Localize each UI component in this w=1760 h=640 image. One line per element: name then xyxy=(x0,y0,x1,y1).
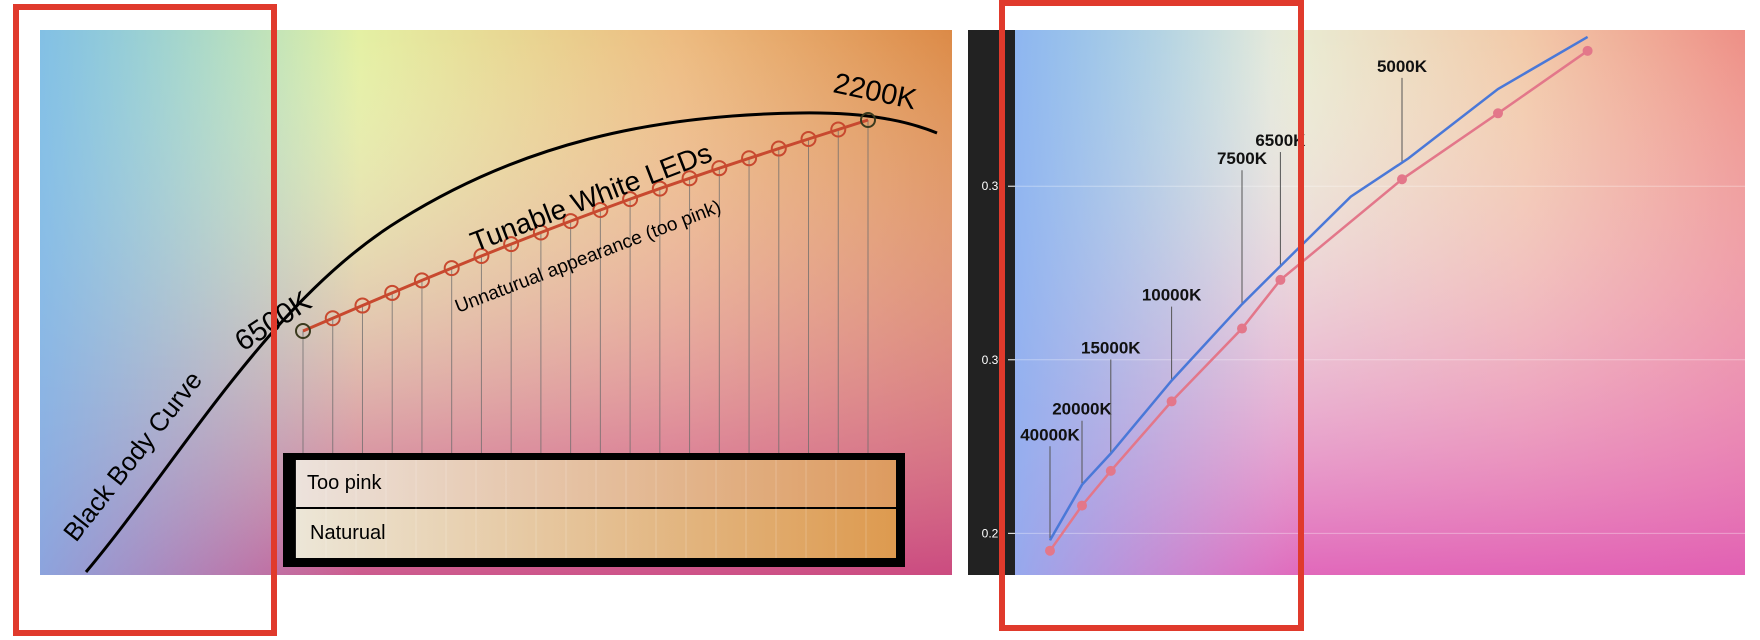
series-point xyxy=(1166,396,1177,407)
led-point xyxy=(651,180,668,197)
led-series-points xyxy=(295,112,876,339)
right-axis-strip xyxy=(968,30,1015,575)
led-point xyxy=(622,191,639,208)
blackbody-curve xyxy=(84,111,938,573)
led-point xyxy=(562,213,579,230)
led-point xyxy=(443,260,460,277)
swatch-too-pink xyxy=(296,460,896,507)
led-point xyxy=(354,297,371,314)
led-point xyxy=(592,201,609,218)
left-chart: Too pink Naturual Black Body Curve 6500K… xyxy=(40,30,952,575)
cct-label: 40000K xyxy=(1020,425,1080,444)
led-point xyxy=(413,272,430,289)
led-series-line xyxy=(302,118,869,333)
right-gridlines xyxy=(1015,185,1745,534)
led-point xyxy=(741,150,758,167)
cct-label: 20000K xyxy=(1052,400,1112,419)
series-point xyxy=(1582,45,1593,56)
series-point xyxy=(1237,323,1247,334)
series-point xyxy=(1493,108,1503,119)
series-point xyxy=(1045,545,1055,556)
right-plot-blue xyxy=(1015,30,1745,575)
led-point xyxy=(384,284,401,301)
led-drop-lines xyxy=(302,120,869,455)
highlight-box-left xyxy=(13,4,277,636)
led-point xyxy=(681,170,698,187)
swatch-legend: Too pink Naturual xyxy=(283,453,905,567)
led-point xyxy=(295,323,311,339)
series-point xyxy=(1275,274,1286,285)
cct-label: 5000K xyxy=(1377,57,1428,76)
led-point xyxy=(860,112,876,128)
swatch-grid xyxy=(295,460,867,558)
led-point xyxy=(711,160,728,177)
series-point xyxy=(1077,500,1087,511)
series-point xyxy=(1397,174,1407,185)
series-point xyxy=(1105,465,1116,476)
led-point xyxy=(800,130,817,147)
series-line xyxy=(1048,35,1589,541)
led-point xyxy=(532,224,549,241)
cct-label: 6500K xyxy=(1255,131,1306,150)
led-point xyxy=(324,310,341,327)
right-chart: 0.350.300.25 40000K20000K15000K10000K750… xyxy=(968,30,1745,575)
swatch-natural xyxy=(296,509,896,558)
led-point xyxy=(503,236,520,253)
swatch-label-too-pink: Too pink xyxy=(307,472,382,494)
cct-label: 10000K xyxy=(1142,286,1202,305)
cct-label: 15000K xyxy=(1081,339,1141,358)
led-point xyxy=(830,121,847,138)
led-point xyxy=(473,247,490,264)
swatch-label-natural: Naturual xyxy=(310,522,386,544)
cct-label: 7500K xyxy=(1217,149,1268,168)
highlight-box-right xyxy=(999,0,1304,631)
right-series xyxy=(1045,35,1593,556)
led-point xyxy=(770,140,787,157)
